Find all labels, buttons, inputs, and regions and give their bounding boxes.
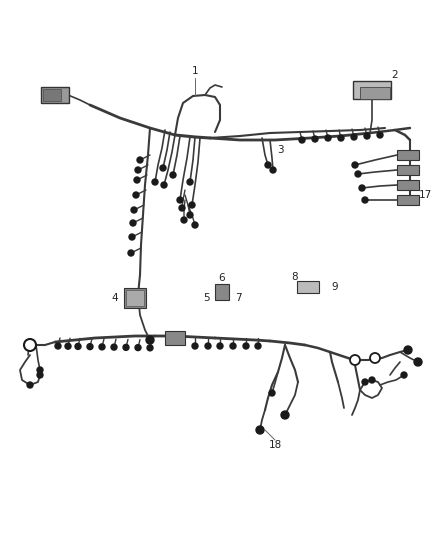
Circle shape [135, 167, 141, 173]
Circle shape [189, 202, 195, 208]
Circle shape [187, 179, 193, 185]
Circle shape [170, 172, 176, 178]
Circle shape [129, 234, 135, 240]
Bar [397, 195, 419, 205]
Circle shape [338, 135, 344, 141]
Circle shape [370, 353, 380, 363]
Bar [353, 81, 391, 99]
Text: 8: 8 [292, 272, 298, 282]
Text: 1: 1 [192, 66, 198, 76]
Circle shape [217, 343, 223, 349]
Circle shape [135, 345, 141, 351]
Circle shape [187, 212, 193, 218]
Circle shape [65, 343, 71, 349]
Circle shape [37, 367, 43, 373]
Circle shape [147, 345, 153, 351]
Circle shape [377, 132, 383, 138]
Circle shape [134, 177, 140, 183]
Circle shape [351, 134, 357, 140]
Text: 18: 18 [268, 440, 282, 450]
Text: 6: 6 [219, 273, 225, 283]
Bar [124, 288, 146, 308]
Circle shape [270, 167, 276, 173]
Bar [126, 290, 144, 306]
Circle shape [362, 379, 368, 385]
Circle shape [161, 182, 167, 188]
Circle shape [352, 162, 358, 168]
Circle shape [181, 217, 187, 223]
Bar [360, 87, 390, 99]
Bar [43, 89, 61, 101]
Circle shape [24, 339, 36, 351]
Circle shape [350, 355, 360, 365]
Circle shape [205, 343, 211, 349]
Circle shape [152, 179, 158, 185]
Circle shape [87, 344, 93, 350]
Bar [165, 331, 185, 345]
Text: 9: 9 [332, 282, 338, 292]
Circle shape [404, 346, 412, 354]
Circle shape [312, 136, 318, 142]
Text: 2: 2 [392, 70, 398, 80]
Circle shape [299, 137, 305, 143]
Circle shape [269, 390, 275, 396]
Bar [215, 284, 229, 300]
Text: 4: 4 [112, 293, 118, 303]
Circle shape [179, 205, 185, 211]
Circle shape [160, 165, 166, 171]
Circle shape [27, 382, 33, 388]
Circle shape [146, 336, 154, 344]
Circle shape [55, 343, 61, 349]
Circle shape [131, 207, 137, 213]
Circle shape [192, 343, 198, 349]
Bar [297, 281, 319, 293]
Bar [41, 87, 69, 103]
Circle shape [265, 162, 271, 168]
Circle shape [414, 358, 422, 366]
Circle shape [137, 157, 143, 163]
Text: 17: 17 [418, 190, 431, 200]
Circle shape [111, 344, 117, 350]
Circle shape [369, 377, 375, 383]
Circle shape [230, 343, 236, 349]
Circle shape [177, 197, 183, 203]
Circle shape [325, 135, 331, 141]
Text: 7: 7 [235, 293, 241, 303]
Circle shape [99, 344, 105, 350]
Circle shape [243, 343, 249, 349]
Circle shape [281, 411, 289, 419]
Text: 5: 5 [203, 293, 209, 303]
Circle shape [362, 197, 368, 203]
Text: 3: 3 [277, 145, 283, 155]
Circle shape [355, 171, 361, 177]
Circle shape [75, 343, 81, 350]
Circle shape [133, 192, 139, 198]
Bar [397, 150, 419, 160]
Circle shape [128, 250, 134, 256]
Bar [397, 180, 419, 190]
Bar [397, 165, 419, 175]
Circle shape [192, 222, 198, 228]
Circle shape [256, 426, 264, 434]
Circle shape [364, 133, 370, 139]
Circle shape [255, 343, 261, 349]
Circle shape [359, 185, 365, 191]
Circle shape [37, 372, 43, 378]
Circle shape [130, 220, 136, 226]
Circle shape [401, 372, 407, 378]
Circle shape [123, 344, 129, 350]
